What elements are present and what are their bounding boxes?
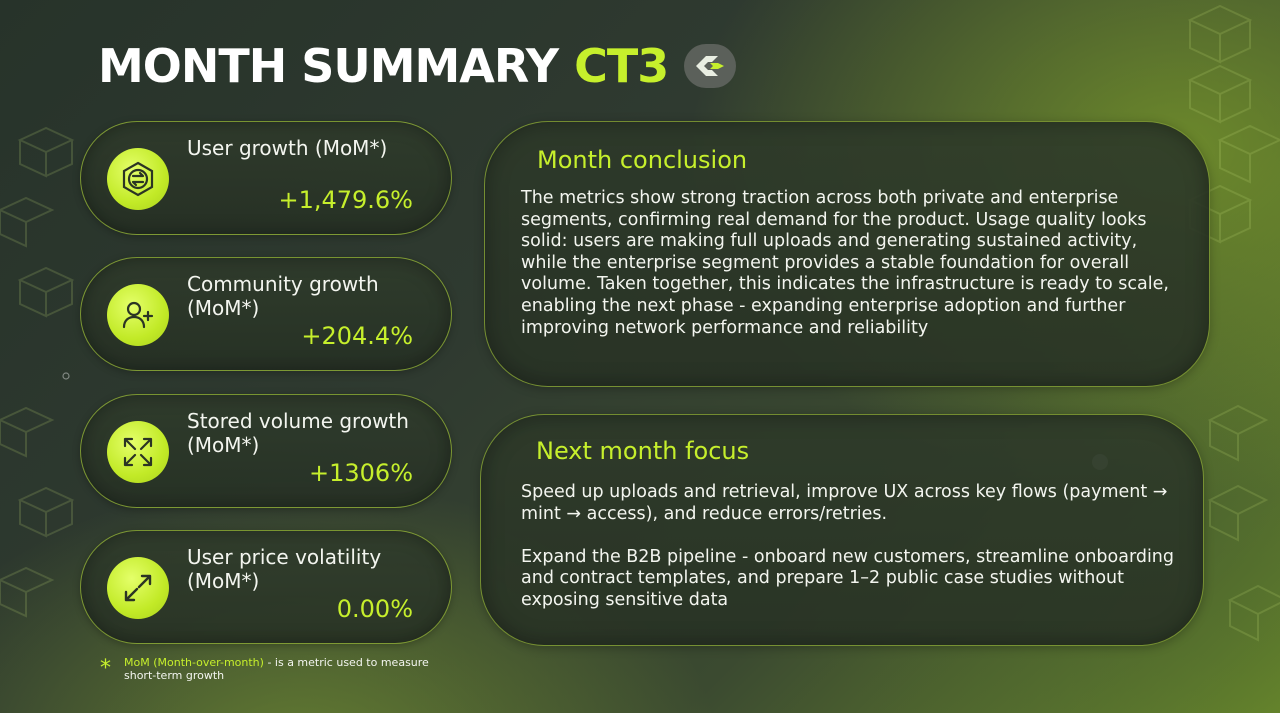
metric-card-user-price-volatility: User price volatility (MoM*) 0.00% [80,530,452,644]
user-add-icon [107,284,169,346]
expand-arrows-icon [107,421,169,483]
panel-title: Next month focus [536,437,750,465]
metric-card-stored-volume-growth: Stored volume growth (MoM*) +1306% [80,394,452,508]
focus-paragraph: Expand the B2B pipeline - onboard new cu… [521,546,1175,610]
footnote-text: MoM (Month-over-month) - is a metric use… [124,656,454,682]
conclusion-paragraph: The metrics show strong traction across … [521,188,1169,338]
next-month-focus-panel: Next month focus Speed up uploads and re… [480,414,1204,646]
metric-card-community-growth: Community growth (MoM*) +204.4% [80,257,452,371]
footnote: * MoM (Month-over-month) - is a metric u… [100,656,454,682]
asterisk-symbol: * [100,656,111,681]
user-growth-icon [107,148,169,210]
metric-label: Stored volume growth (MoM*) [187,409,409,457]
diagonal-arrows-icon [107,557,169,619]
title-text: MONTH SUMMARY [98,39,559,93]
brand-name: CT3 [574,39,669,93]
metric-label: User growth (MoM*) [187,136,388,160]
page-title: MONTH SUMMARY CT3 [98,38,737,94]
focus-paragraph: Speed up uploads and retrieval, improve … [521,482,1168,524]
panel-title: Month conclusion [537,146,748,174]
metric-value: +204.4% [301,322,413,350]
metric-value: +1,479.6% [278,186,413,214]
metric-card-user-growth: User growth (MoM*) +1,479.6% [80,121,452,235]
conclusion-text: The metrics show strong traction across … [521,188,1181,339]
focus-text: Speed up uploads and retrieval, improve … [521,482,1175,612]
metric-label: Community growth (MoM*) [187,272,379,320]
metric-value: +1306% [309,459,413,487]
month-conclusion-panel: Month conclusion The metrics show strong… [484,121,1210,387]
footnote-definition: - is a metric used to measure short-term… [124,656,429,682]
metric-label: User price volatility (MoM*) [187,545,382,593]
ct3-logo-icon [684,44,737,88]
footnote-term: MoM (Month-over-month) [124,656,264,669]
metric-value: 0.00% [336,595,413,623]
